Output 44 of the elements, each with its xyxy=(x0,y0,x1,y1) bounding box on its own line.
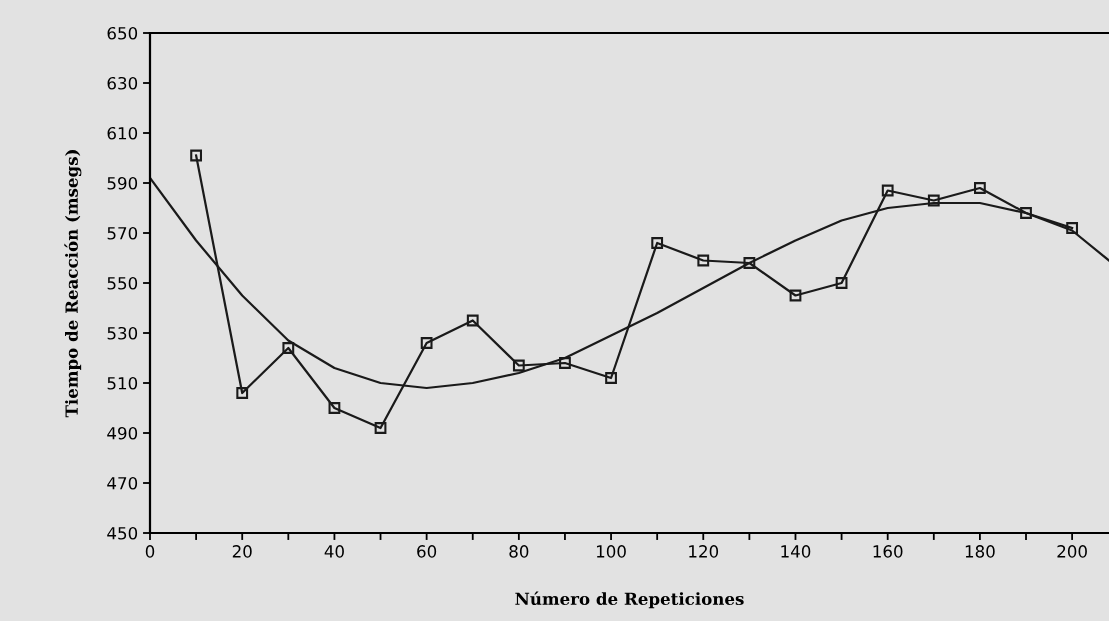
x-tick-label: 60 xyxy=(417,545,437,558)
y-tick-label: 630 xyxy=(107,76,138,90)
point xyxy=(835,277,848,289)
point xyxy=(1066,222,1079,234)
x-tick-label: 160 xyxy=(873,545,903,558)
point xyxy=(927,194,940,207)
y-tick-label: 610 xyxy=(107,126,138,140)
y-tick-label: 570 xyxy=(107,226,138,240)
point xyxy=(559,357,571,369)
point xyxy=(282,342,295,354)
x-tick-label: 0 xyxy=(145,545,155,558)
point xyxy=(236,387,249,399)
point xyxy=(190,149,203,162)
point xyxy=(512,359,525,372)
point xyxy=(374,422,387,434)
y-tick-label: 450 xyxy=(107,526,138,540)
point xyxy=(605,372,617,384)
x-tick-label: 40 xyxy=(324,545,344,558)
x-tick-label: 180 xyxy=(965,545,995,558)
y-tick-label: 650 xyxy=(107,26,138,40)
point xyxy=(651,237,664,249)
point xyxy=(974,182,986,194)
point xyxy=(1020,207,1032,219)
y-tick-label: 470 xyxy=(107,476,138,490)
x-tick-label: 120 xyxy=(689,545,719,558)
point xyxy=(743,257,756,269)
y-axis-title: Tiempo de Reacción (msegs) xyxy=(64,150,82,418)
y-tick-label: 530 xyxy=(107,326,138,340)
point xyxy=(420,337,433,349)
x-tick-label: 100 xyxy=(596,545,626,558)
point xyxy=(697,254,710,267)
x-tick-label: 20 xyxy=(232,545,252,558)
x-tick-label: 200 xyxy=(1057,545,1087,558)
point xyxy=(789,289,802,302)
point xyxy=(466,314,479,327)
y-tick-label: 510 xyxy=(107,376,138,390)
y-tick-label: 590 xyxy=(107,176,138,190)
x-axis-title: Número de Repeticiones xyxy=(515,591,744,609)
x-tick-label: 140 xyxy=(781,545,811,558)
point xyxy=(328,402,341,414)
y-tick-label: 550 xyxy=(107,276,138,290)
point xyxy=(881,184,894,197)
y-tick-label: 490 xyxy=(107,426,138,440)
x-tick-label: 80 xyxy=(509,545,529,558)
